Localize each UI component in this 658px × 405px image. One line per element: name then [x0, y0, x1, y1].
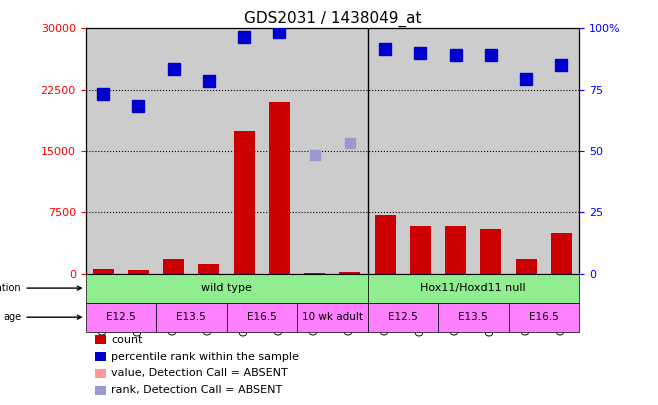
Text: genotype/variation: genotype/variation: [0, 283, 81, 293]
Bar: [368, 303, 438, 332]
Bar: [516, 259, 537, 273]
Bar: [93, 269, 114, 273]
Bar: [226, 303, 297, 332]
Text: Hox11/Hoxd11 null: Hox11/Hoxd11 null: [420, 283, 526, 293]
Text: wild type: wild type: [201, 283, 252, 293]
Bar: [297, 303, 368, 332]
Text: value, Detection Call = ABSENT: value, Detection Call = ABSENT: [111, 369, 288, 378]
Text: E16.5: E16.5: [247, 312, 276, 322]
Bar: [509, 303, 579, 332]
Bar: [163, 259, 184, 273]
Text: E16.5: E16.5: [529, 312, 559, 322]
Text: E12.5: E12.5: [388, 312, 418, 322]
Bar: [86, 303, 156, 332]
Text: 10 wk adult: 10 wk adult: [302, 312, 363, 322]
Text: count: count: [111, 335, 143, 345]
Bar: [234, 130, 255, 273]
Bar: [551, 233, 572, 273]
Bar: [198, 264, 220, 273]
Bar: [368, 273, 579, 303]
Bar: [480, 228, 501, 273]
Bar: [128, 270, 149, 273]
Bar: [374, 215, 395, 273]
Bar: [410, 226, 431, 273]
Bar: [95, 369, 107, 378]
Bar: [95, 335, 107, 344]
Bar: [445, 226, 467, 273]
Text: E13.5: E13.5: [459, 312, 488, 322]
Bar: [156, 303, 226, 332]
Bar: [95, 352, 107, 361]
Bar: [86, 273, 368, 303]
Text: E12.5: E12.5: [106, 312, 136, 322]
Text: E13.5: E13.5: [176, 312, 206, 322]
Text: percentile rank within the sample: percentile rank within the sample: [111, 352, 299, 362]
Text: rank, Detection Call = ABSENT: rank, Detection Call = ABSENT: [111, 386, 282, 395]
Bar: [95, 386, 107, 394]
Text: age: age: [3, 312, 81, 322]
Bar: [340, 272, 361, 273]
Bar: [269, 102, 290, 273]
Title: GDS2031 / 1438049_at: GDS2031 / 1438049_at: [243, 11, 421, 27]
Bar: [438, 303, 509, 332]
